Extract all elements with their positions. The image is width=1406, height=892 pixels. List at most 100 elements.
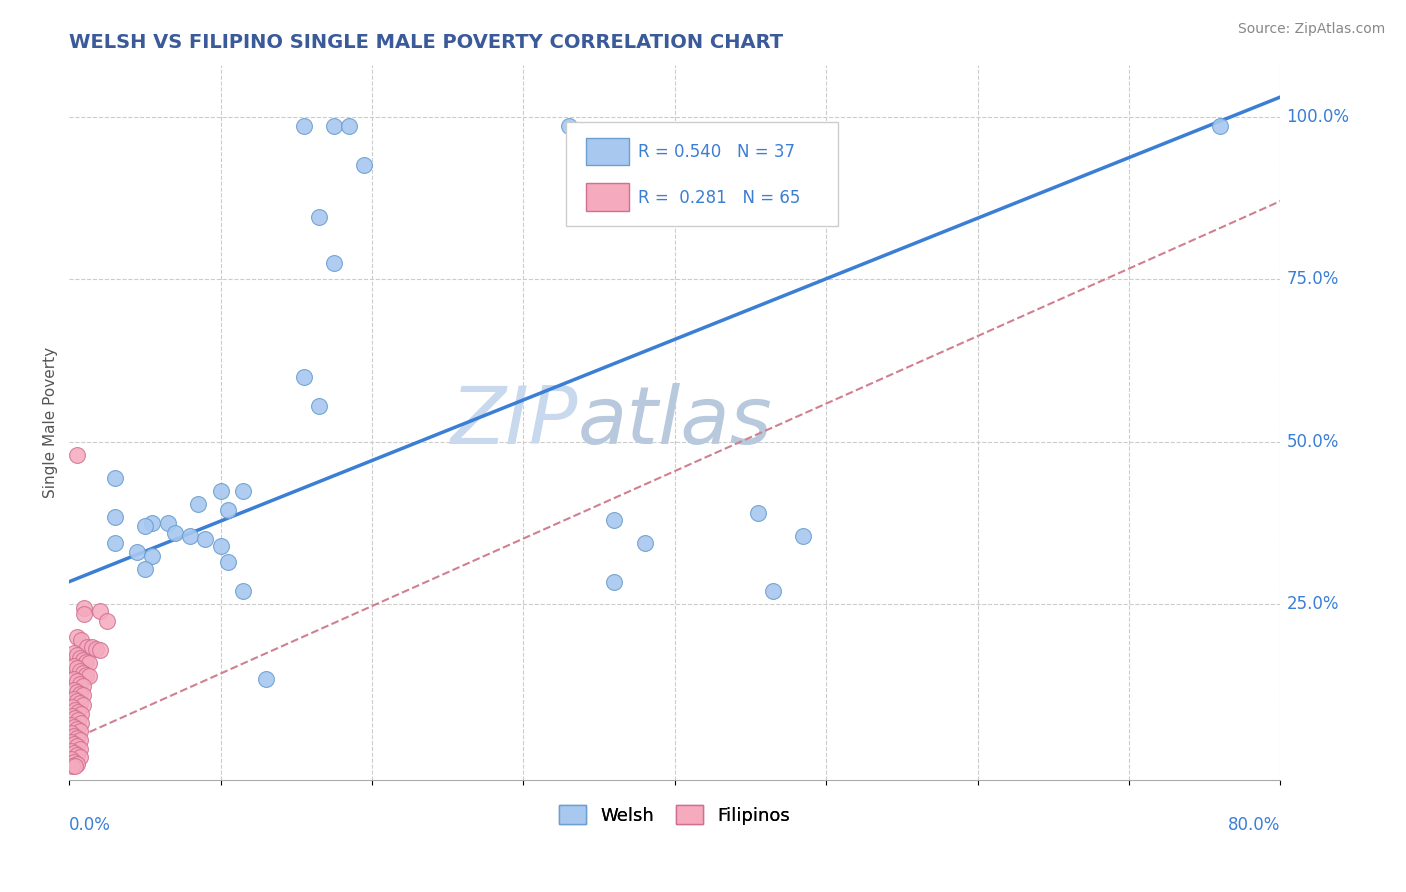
FancyBboxPatch shape <box>586 138 628 165</box>
FancyBboxPatch shape <box>586 184 628 211</box>
Point <box>77 669 100 683</box>
Point <box>792 529 814 543</box>
Legend: Welsh, Filipinos: Welsh, Filipinos <box>553 798 797 832</box>
Point <box>141 549 163 563</box>
Point <box>75 655 97 669</box>
Text: ZIP: ZIP <box>450 384 578 461</box>
Point <box>69 650 91 665</box>
Point <box>96 614 118 628</box>
Point <box>89 604 111 618</box>
Point <box>323 256 346 270</box>
Point <box>66 448 89 462</box>
Point <box>69 687 91 701</box>
Point <box>209 539 232 553</box>
Text: 25.0%: 25.0% <box>1286 596 1339 614</box>
Point <box>337 120 360 134</box>
Point <box>73 600 96 615</box>
Point <box>69 664 91 678</box>
Point <box>66 630 89 644</box>
Point <box>165 525 187 540</box>
Point <box>72 653 94 667</box>
Point <box>72 689 94 703</box>
Point <box>69 750 91 764</box>
Point <box>66 661 89 675</box>
Point <box>69 732 91 747</box>
Point <box>72 665 94 680</box>
Point <box>70 715 93 730</box>
Point <box>60 709 83 723</box>
Point <box>62 746 84 760</box>
Point <box>66 694 89 708</box>
Point <box>141 516 163 530</box>
Point <box>292 120 315 134</box>
Point <box>232 584 254 599</box>
Point <box>65 711 87 725</box>
Point <box>67 713 90 727</box>
Point <box>66 748 89 763</box>
Point <box>66 648 89 662</box>
Point <box>747 507 769 521</box>
Point <box>156 516 179 530</box>
Point <box>66 731 89 745</box>
Text: 80.0%: 80.0% <box>1227 816 1281 834</box>
Point <box>633 535 655 549</box>
Point <box>69 741 91 756</box>
Point <box>603 513 626 527</box>
Point <box>217 503 239 517</box>
Point <box>292 369 315 384</box>
Point <box>179 529 201 543</box>
Point <box>77 656 100 670</box>
Point <box>69 696 91 710</box>
Point <box>80 640 103 654</box>
Point <box>59 744 82 758</box>
Point <box>62 737 84 751</box>
Point <box>104 470 127 484</box>
Point <box>134 519 156 533</box>
Text: 0.0%: 0.0% <box>69 816 111 834</box>
Point <box>558 120 581 134</box>
Point <box>104 509 127 524</box>
Text: Source: ZipAtlas.com: Source: ZipAtlas.com <box>1237 22 1385 37</box>
Y-axis label: Single Male Poverty: Single Male Poverty <box>44 347 58 498</box>
Point <box>62 683 84 698</box>
Point <box>187 497 209 511</box>
Point <box>62 672 84 686</box>
Point <box>66 723 89 737</box>
FancyBboxPatch shape <box>565 121 838 226</box>
Point <box>76 640 98 654</box>
Point <box>65 703 87 717</box>
Text: R = 0.540   N = 37: R = 0.540 N = 37 <box>638 144 796 161</box>
Point <box>308 211 330 225</box>
Point <box>217 555 239 569</box>
Point <box>70 706 93 721</box>
Text: R =  0.281   N = 65: R = 0.281 N = 65 <box>638 189 801 207</box>
Point <box>67 705 90 719</box>
Point <box>59 735 82 749</box>
Point <box>59 718 82 732</box>
Point <box>762 584 785 599</box>
Text: 50.0%: 50.0% <box>1286 433 1339 450</box>
Point <box>308 399 330 413</box>
Point <box>254 672 277 686</box>
Point <box>62 729 84 743</box>
Text: atlas: atlas <box>578 384 773 461</box>
Point <box>75 667 97 681</box>
Point <box>69 724 91 739</box>
Point <box>60 700 83 714</box>
Point <box>59 726 82 740</box>
Point <box>62 691 84 706</box>
Point <box>62 659 84 673</box>
Text: 100.0%: 100.0% <box>1286 108 1350 126</box>
Point <box>66 674 89 689</box>
Point <box>65 759 87 773</box>
Point <box>62 720 84 734</box>
Point <box>70 633 93 648</box>
Point <box>59 752 82 766</box>
Point <box>134 561 156 575</box>
Point <box>104 535 127 549</box>
Point <box>72 698 94 713</box>
Point <box>353 158 375 172</box>
Point <box>73 607 96 622</box>
Point <box>60 758 83 772</box>
Text: 75.0%: 75.0% <box>1286 270 1339 288</box>
